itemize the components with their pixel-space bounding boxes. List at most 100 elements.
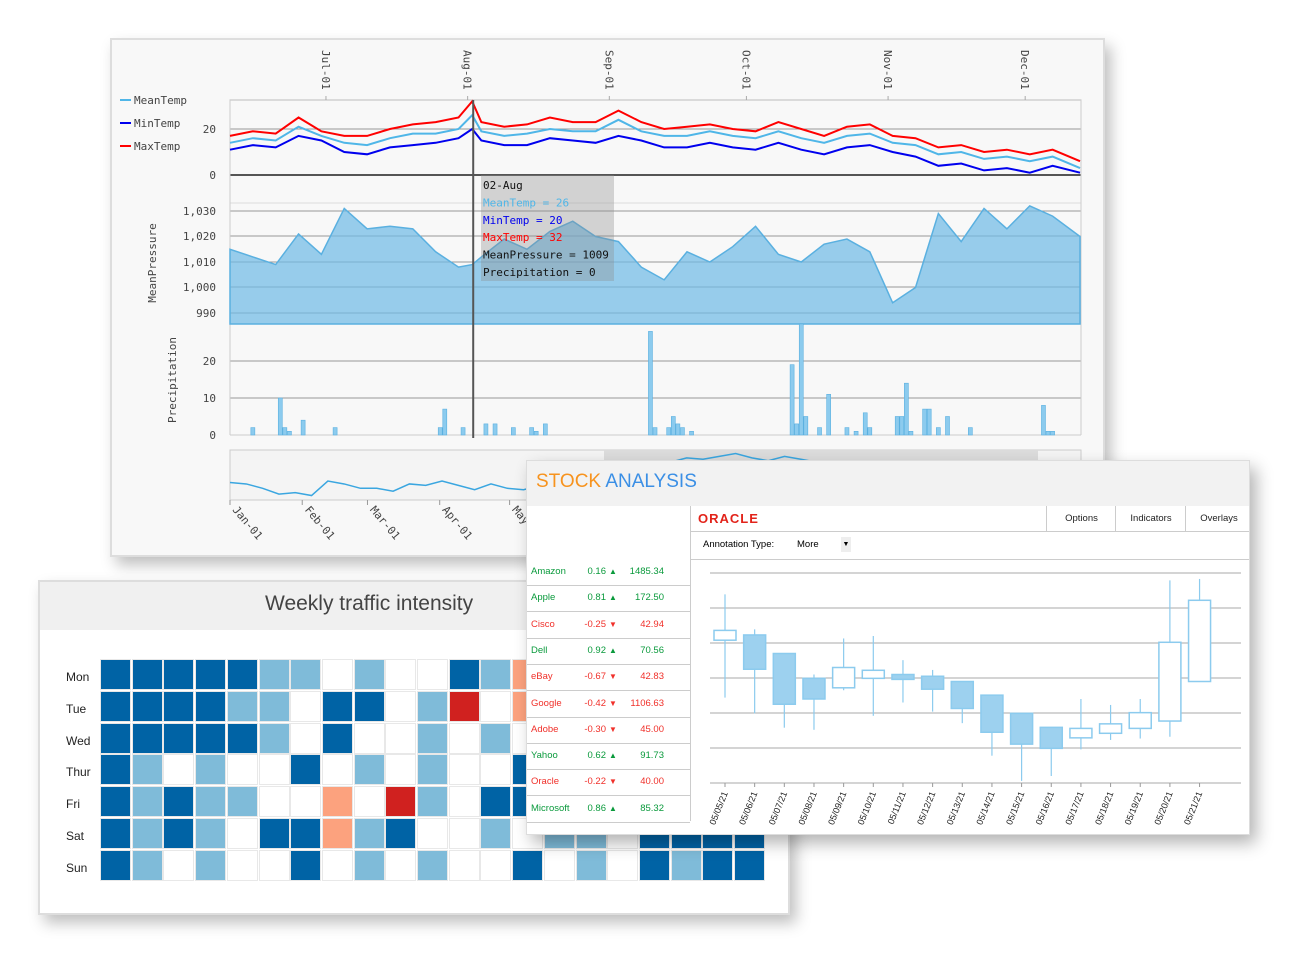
heatmap-cell[interactable] [480, 722, 512, 754]
heatmap-cell[interactable] [258, 786, 290, 818]
heatmap-cell[interactable] [226, 722, 258, 754]
heatmap-cell[interactable] [226, 690, 258, 722]
heatmap-cell[interactable] [321, 786, 353, 818]
annotation-type-select[interactable]: More [797, 539, 819, 550]
heatmap-cell[interactable] [417, 818, 448, 849]
heatmap-cell[interactable] [163, 786, 195, 818]
heatmap-cell[interactable] [353, 659, 385, 690]
heatmap-cell[interactable] [480, 786, 512, 818]
ticker-row-cisco[interactable]: Cisco -0.25 42.94 ▼ [527, 612, 690, 639]
overlays-button[interactable]: Overlays [1185, 506, 1252, 531]
heatmap-cell[interactable] [100, 849, 131, 881]
heatmap-cell[interactable] [448, 786, 480, 818]
heatmap-cell[interactable] [131, 818, 163, 849]
heatmap-cell[interactable] [543, 849, 575, 881]
ticker-row-microsoft[interactable]: Microsoft 0.86 85.32 ▲ [527, 796, 690, 823]
heatmap-cell[interactable] [131, 849, 163, 881]
heatmap-cell[interactable] [512, 849, 544, 881]
heatmap-cell[interactable] [575, 849, 607, 881]
heatmap-cell[interactable] [290, 818, 322, 849]
heatmap-cell[interactable] [131, 722, 163, 754]
heatmap-cell[interactable] [417, 722, 448, 754]
heatmap-cell[interactable] [321, 722, 353, 754]
heatmap-cell[interactable] [258, 690, 290, 722]
ticker-row-yahoo[interactable]: Yahoo 0.62 91.73 ▲ [527, 743, 690, 771]
heatmap-cell[interactable] [100, 659, 131, 690]
heatmap-cell[interactable] [480, 818, 512, 849]
heatmap-cell[interactable] [607, 849, 639, 881]
heatmap-cell[interactable] [448, 722, 480, 754]
heatmap-cell[interactable] [258, 659, 290, 690]
heatmap-cell[interactable] [163, 754, 195, 786]
heatmap-cell[interactable] [100, 818, 131, 849]
heatmap-cell[interactable] [321, 818, 353, 849]
heatmap-cell[interactable] [480, 659, 512, 690]
heatmap-cell[interactable] [353, 690, 385, 722]
heatmap-cell[interactable] [163, 690, 195, 722]
heatmap-cell[interactable] [258, 722, 290, 754]
heatmap-cell[interactable] [385, 849, 417, 881]
heatmap-cell[interactable] [448, 818, 480, 849]
heatmap-cell[interactable] [290, 786, 322, 818]
ticker-row-dell[interactable]: Dell 0.92 70.56 ▲ [527, 638, 690, 665]
heatmap-cell[interactable] [353, 722, 385, 754]
ticker-row-google[interactable]: Google -0.42 1106.63 ▼ [527, 691, 690, 718]
heatmap-cell[interactable] [670, 849, 702, 881]
heatmap-cell[interactable] [321, 659, 353, 690]
heatmap-cell[interactable] [385, 690, 417, 722]
heatmap-cell[interactable] [131, 659, 163, 690]
heatmap-cell[interactable] [131, 690, 163, 722]
heatmap-cell[interactable] [195, 722, 227, 754]
candlestick-chart[interactable]: 05/05/21 05/06/21 05/07/21 05/08/21 05/09/21… [691, 560, 1251, 830]
heatmap-cell[interactable] [226, 786, 258, 818]
heatmap-cell[interactable] [226, 659, 258, 690]
heatmap-cell[interactable] [195, 754, 227, 786]
heatmap-cell[interactable] [163, 722, 195, 754]
heatmap-cell[interactable] [734, 849, 765, 881]
heatmap-cell[interactable] [417, 690, 448, 722]
heatmap-cell[interactable] [100, 786, 131, 818]
heatmap-cell[interactable] [131, 786, 163, 818]
ticker-row-adobe[interactable]: Adobe -0.30 45.00 ▼ [527, 717, 690, 744]
heatmap-cell[interactable] [258, 818, 290, 849]
heatmap-cell[interactable] [226, 818, 258, 849]
heatmap-cell[interactable] [417, 659, 448, 690]
heatmap-cell[interactable] [258, 849, 290, 881]
heatmap-cell[interactable] [353, 786, 385, 818]
chevron-down-icon[interactable]: ▼ [841, 537, 851, 552]
heatmap-cell[interactable] [321, 754, 353, 786]
heatmap-cell[interactable] [385, 786, 417, 818]
heatmap-cell[interactable] [480, 849, 512, 881]
heatmap-cell[interactable] [131, 754, 163, 786]
ticker-row-apple[interactable]: Apple 0.81 172.50 ▲ [527, 585, 690, 613]
heatmap-cell[interactable] [226, 849, 258, 881]
heatmap-cell[interactable] [321, 690, 353, 722]
heatmap-cell[interactable] [385, 754, 417, 786]
heatmap-cell[interactable] [290, 659, 322, 690]
heatmap-cell[interactable] [385, 722, 417, 754]
heatmap-cell[interactable] [100, 690, 131, 722]
heatmap-cell[interactable] [321, 849, 353, 881]
heatmap-cell[interactable] [290, 690, 322, 722]
ticker-row-ebay[interactable]: eBay -0.67 42.83 ▼ [527, 664, 690, 692]
heatmap-cell[interactable] [290, 754, 322, 786]
ticker-row-oracle[interactable]: Oracle -0.22 40.00 ▼ [527, 769, 690, 797]
heatmap-cell[interactable] [226, 754, 258, 786]
heatmap-cell[interactable] [417, 754, 448, 786]
heatmap-cell[interactable] [353, 754, 385, 786]
heatmap-cell[interactable] [702, 849, 734, 881]
heatmap-cell[interactable] [480, 690, 512, 722]
heatmap-cell[interactable] [385, 818, 417, 849]
heatmap-cell[interactable] [163, 659, 195, 690]
heatmap-cell[interactable] [448, 659, 480, 690]
heatmap-cell[interactable] [290, 849, 322, 881]
heatmap-cell[interactable] [100, 754, 131, 786]
ticker-row-amazon[interactable]: Amazon 0.16 1485.34 ▲ [527, 559, 690, 586]
heatmap-cell[interactable] [195, 818, 227, 849]
heatmap-cell[interactable] [195, 849, 227, 881]
heatmap-cell[interactable] [195, 659, 227, 690]
options-button[interactable]: Options [1046, 506, 1116, 531]
heatmap-cell[interactable] [417, 849, 448, 881]
heatmap-cell[interactable] [258, 754, 290, 786]
heatmap-cell[interactable] [353, 849, 385, 881]
